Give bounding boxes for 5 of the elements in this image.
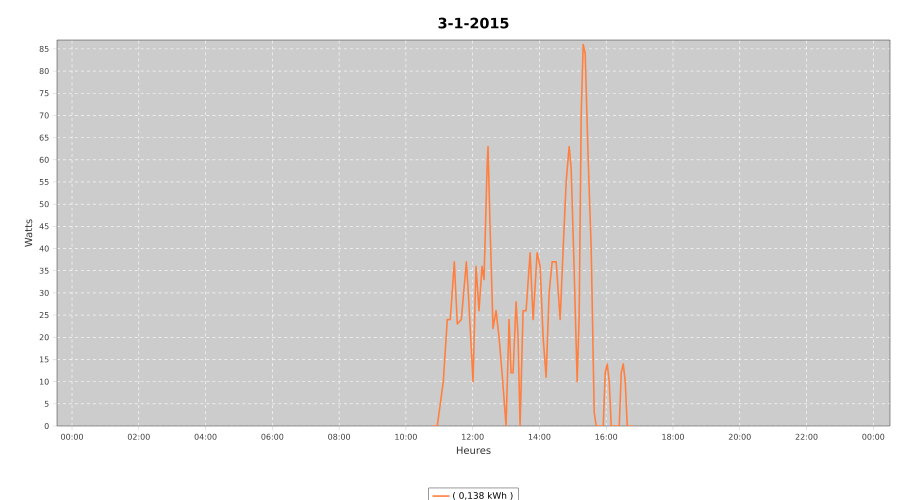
chart-title: 3-1-2015 xyxy=(438,18,508,29)
y-axis-title: Watts xyxy=(24,219,32,247)
line-series xyxy=(432,44,634,426)
legend-label: ( 0,138 kWh ) xyxy=(453,492,513,500)
x-axis-title: Heures xyxy=(456,446,491,454)
